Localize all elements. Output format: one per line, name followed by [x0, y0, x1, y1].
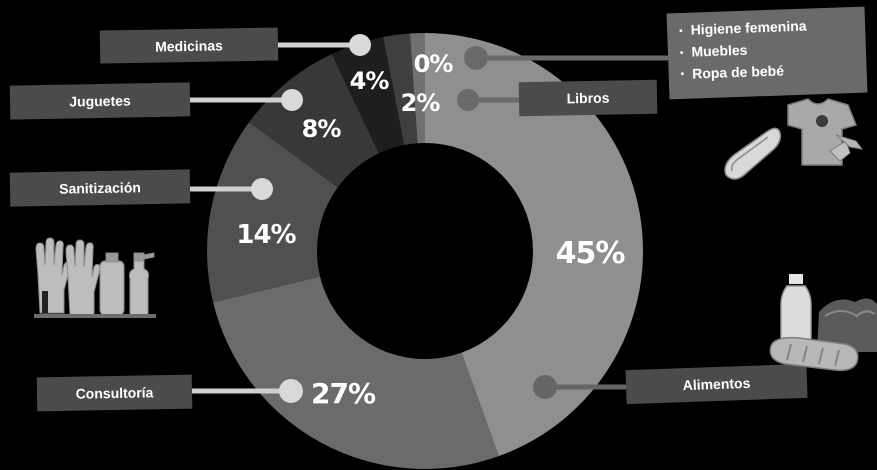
donut-slice-5: [383, 33, 418, 146]
category-group-zero: Higiene femenina Muebles Ropa de bebé: [666, 6, 868, 100]
category-label-libros: Libros: [518, 79, 658, 117]
leader-dot-libros: [457, 89, 479, 111]
donut-slice-1: [213, 276, 499, 469]
value-label-medicinas: 4%: [350, 67, 390, 95]
leader-dot-zero-group: [464, 46, 488, 70]
value-label-juguetes: 8%: [302, 115, 342, 143]
leader-dot-medicinas: [349, 34, 371, 56]
donut-slice-4: [331, 37, 405, 154]
donut-slice-6: [409, 33, 425, 144]
category-label-juguetes: Juguetes: [9, 82, 191, 120]
pad-and-baby-clothes-icon: [724, 98, 864, 180]
leader-dot-juguetes: [281, 89, 303, 111]
value-label-zero-group: 0%: [414, 50, 454, 78]
value-label-consultoria: 27%: [311, 377, 376, 410]
category-label-consultoria: Consultoría: [36, 374, 193, 412]
bread-milk-vegetables-icon: [769, 274, 877, 372]
donut-slice-2: [207, 122, 338, 303]
value-label-libros: 2%: [401, 89, 441, 117]
sanitizer-products-icon: [34, 237, 156, 318]
donut-slice-3: [249, 53, 379, 188]
leader-dot-consultoria: [279, 379, 303, 403]
donut-slice-0: [425, 33, 643, 457]
value-label-alimentos: 45%: [556, 236, 626, 271]
category-label-medicinas: Medicinas: [99, 27, 279, 64]
leader-dot-sanitizacion: [251, 178, 273, 200]
leader-dot-alimentos: [533, 375, 557, 399]
value-label-sanitizacion: 14%: [236, 220, 296, 250]
category-label-sanitizacion: Sanitización: [9, 169, 191, 207]
